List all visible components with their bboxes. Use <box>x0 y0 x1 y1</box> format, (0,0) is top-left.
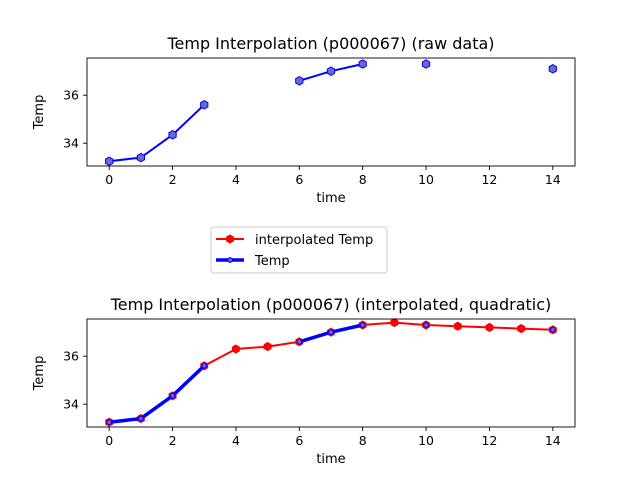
y-tick-label: 36 <box>63 88 79 103</box>
data-point <box>138 415 144 422</box>
legend-marker-temp <box>227 256 233 264</box>
series-line <box>107 364 206 424</box>
data-point <box>106 419 112 426</box>
x-tick-label: 8 <box>359 433 367 448</box>
axes-frame <box>86 57 576 167</box>
y-tick-label: 34 <box>63 136 79 151</box>
data-point <box>296 338 303 345</box>
data-point <box>263 342 272 352</box>
legend-label: interpolated Temp <box>255 233 373 248</box>
data-point <box>169 392 176 399</box>
data-point <box>200 100 209 110</box>
data-point <box>359 321 366 329</box>
x-tick-label: 6 <box>295 433 303 448</box>
x-tick-label: 12 <box>481 172 497 187</box>
data-point <box>168 130 177 140</box>
x-tick-label: 0 <box>105 172 113 187</box>
x-tick-label: 0 <box>105 433 113 448</box>
series-line <box>108 103 206 163</box>
data-point <box>550 326 556 333</box>
data-point <box>328 329 334 336</box>
x-tick-label: 10 <box>418 172 434 187</box>
x-tick-label: 14 <box>545 172 561 187</box>
data-point <box>517 324 526 334</box>
legend-label: Temp <box>254 254 290 269</box>
x-axis-label: time <box>316 452 345 467</box>
x-tick-label: 8 <box>359 172 367 187</box>
data-point <box>421 59 431 69</box>
chart-title: Temp Interpolation (p000067) (interpolat… <box>110 295 552 314</box>
data-point <box>423 321 429 329</box>
x-tick-label: 6 <box>295 172 303 187</box>
chart-title: Temp Interpolation (p000067) (raw data) <box>166 34 494 53</box>
y-axis-label: Temp <box>32 356 47 392</box>
x-tick-label: 10 <box>418 433 434 448</box>
chart-panel-1: Temp Interpolation (p000067) (raw data) 0… <box>32 34 576 206</box>
series-line <box>108 321 554 424</box>
series-temp <box>106 321 556 426</box>
axes-frame <box>86 318 576 428</box>
data-point <box>295 76 304 86</box>
data-point <box>136 152 146 163</box>
x-tick-label: 2 <box>169 433 177 448</box>
x-tick-label: 2 <box>169 172 177 187</box>
legend: interpolated Temp Temp <box>210 226 388 274</box>
y-axis-label: Temp <box>32 95 47 131</box>
chart-panel-2: Temp Interpolation (p000067) (interpolat… <box>32 295 576 467</box>
y-tick-label: 36 <box>63 349 79 364</box>
legend-box <box>210 226 388 274</box>
x-tick-label: 4 <box>232 172 240 187</box>
data-point <box>326 66 336 76</box>
data-point <box>485 322 494 332</box>
data-point <box>105 156 114 166</box>
x-tick-label: 12 <box>481 433 497 448</box>
data-point <box>548 64 557 74</box>
x-tick-label: 4 <box>232 433 240 448</box>
x-axis-label: time <box>316 191 345 206</box>
series-temp <box>105 59 557 166</box>
x-tick-label: 14 <box>545 433 561 448</box>
data-point <box>453 321 462 331</box>
data-point <box>201 362 207 369</box>
data-point <box>390 318 399 328</box>
data-point <box>231 344 240 354</box>
data-point <box>358 59 367 69</box>
legend-marker-interpolated-temp <box>226 234 234 244</box>
y-tick-label: 34 <box>63 397 79 412</box>
